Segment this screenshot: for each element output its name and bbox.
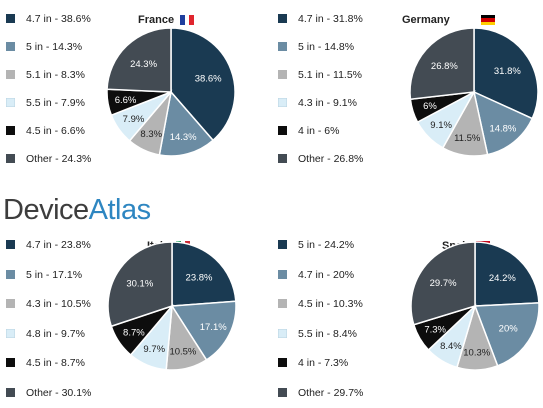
data-label: 29.7% xyxy=(430,278,457,289)
legend-label: 5.5 in - 8.4% xyxy=(298,327,357,340)
chart-panel-france: France 4.7 in - 38.6% 5 in - 14.3% 5.1 in -… xyxy=(0,0,272,195)
legend-label: 5.1 in - 8.3% xyxy=(26,69,85,81)
brand-logo-part-2: Atlas xyxy=(88,194,151,226)
chart-panel-spain: Spain5 in - 24.2%4.7 in - 20%4.5 in - 10… xyxy=(272,213,543,408)
pie-slice-5-in xyxy=(158,90,215,157)
pie-chart: 24.2% 20% 10.3%8.4% 7.3% 29.7% xyxy=(410,241,540,371)
data-label: 11.5% xyxy=(454,133,481,144)
pie-chart: 23.8% 17.1% 10.5% 9.7% 8.7% 30.1% xyxy=(107,241,237,371)
pie-chart: 31.8% 14.8% 11.5%9.1% 6% 26.8% xyxy=(409,27,539,157)
data-label: 31.8% xyxy=(494,66,521,77)
legend-swatch xyxy=(278,70,287,79)
legend-label: Other - 26.8% xyxy=(298,153,364,165)
legend-label: 4.8 in - 9.7% xyxy=(26,327,85,340)
legend-label: 5 in - 17.1% xyxy=(26,268,83,281)
pie-slice-other xyxy=(409,27,475,101)
legend-swatch xyxy=(278,126,287,135)
legend-swatch xyxy=(278,328,287,338)
legend-swatch xyxy=(6,328,15,338)
chart-title: Germany xyxy=(402,14,450,26)
legend-label: Other - 29.7% xyxy=(298,386,364,399)
data-label: 6.6% xyxy=(115,95,137,106)
data-label: 10.5% xyxy=(169,346,196,357)
legend-swatch xyxy=(6,299,15,308)
chart-panel-italy: Italy4.7 in - 23.8%5 in - 17.1%4.3 in - … xyxy=(0,213,272,408)
data-label: 6% xyxy=(423,101,437,112)
data-label: 23.8% xyxy=(186,272,213,283)
pie-slice-5-in xyxy=(472,90,534,156)
legend-label: Other - 24.3% xyxy=(26,153,92,165)
data-label: 14.3% xyxy=(170,132,197,143)
data-label: 17.1% xyxy=(200,322,227,333)
legend-swatch xyxy=(6,42,15,51)
legend-label: Other - 30.1% xyxy=(26,386,92,399)
data-label: 8.7% xyxy=(123,327,145,338)
legend-label: 4.7 in - 38.6% xyxy=(26,13,91,25)
pie-chart: 38.6% 14.3% 8.3% 7.9% 6.6% 24.3% xyxy=(106,27,236,157)
legend-swatch xyxy=(278,299,287,308)
data-label: 9.1% xyxy=(430,120,452,131)
legend-label: 4.3 in - 10.5% xyxy=(26,298,91,310)
data-label: 38.6% xyxy=(195,74,222,85)
data-label: 14.8% xyxy=(489,123,516,134)
legend-swatch xyxy=(6,154,15,163)
legend-swatch xyxy=(278,269,287,279)
brand-logo: DeviceAtlas xyxy=(3,193,151,227)
data-label: 9.7% xyxy=(143,344,165,355)
legend-swatch xyxy=(278,240,287,249)
pie-slice-5-in xyxy=(474,241,540,307)
chart-panel-germany: Germany 4.7 in - 31.8% 5 in - 14.8% 5.1 in … xyxy=(272,0,543,195)
legend-swatch xyxy=(6,240,15,249)
data-label: 8.4% xyxy=(440,341,462,352)
legend-label: 4 in - 7.3% xyxy=(298,357,349,369)
legend-swatch xyxy=(6,358,15,367)
flag-icon-france xyxy=(180,15,195,25)
data-label: 20% xyxy=(499,323,519,334)
legend-swatch xyxy=(6,269,15,279)
legend-label: 4 in - 6% xyxy=(298,125,340,137)
legend-label: 4.5 in - 10.3% xyxy=(298,298,363,310)
data-label: 24.3% xyxy=(130,59,157,70)
pie-slice-other xyxy=(107,241,173,328)
legend-label: 4.5 in - 6.6% xyxy=(26,125,85,137)
legend-swatch xyxy=(6,14,15,23)
legend-swatch xyxy=(278,98,287,107)
legend-label: 5 in - 24.2% xyxy=(298,239,355,251)
legend-swatch xyxy=(6,387,15,397)
legend-swatch xyxy=(6,126,15,135)
data-label: 26.8% xyxy=(431,61,458,72)
legend-label: 5.5 in - 7.9% xyxy=(26,97,85,109)
data-label: 8.3% xyxy=(140,129,162,140)
data-label: 7.3% xyxy=(424,325,446,336)
pie-slice-other xyxy=(106,27,172,93)
legend-swatch xyxy=(278,154,287,163)
pie-slice-4-7-in xyxy=(473,27,539,120)
data-label: 10.3% xyxy=(463,348,490,359)
data-label: 7.9% xyxy=(123,114,145,125)
legend-swatch xyxy=(278,42,287,51)
legend-label: 4.7 in - 23.8% xyxy=(26,239,91,251)
legend-swatch xyxy=(6,70,15,79)
legend-label: 4.7 in - 20% xyxy=(298,268,355,281)
data-label: 24.2% xyxy=(489,273,516,284)
pie-slice-4-7-in xyxy=(171,241,237,307)
brand-logo-part-1: Device xyxy=(3,194,89,226)
legend-swatch xyxy=(278,14,287,23)
pie-slice-4-7-in xyxy=(473,302,540,367)
pie-slice-other xyxy=(410,241,476,326)
flag-icon-germany xyxy=(481,15,495,25)
chart-title: France xyxy=(138,14,175,26)
legend-label: 4.5 in - 8.7% xyxy=(26,357,85,369)
legend-swatch xyxy=(6,98,15,107)
legend-swatch xyxy=(278,387,287,397)
pie-slice-4-7-in xyxy=(170,27,236,142)
legend-label: 5 in - 14.8% xyxy=(298,41,355,53)
legend-label: 4.7 in - 31.8% xyxy=(298,13,363,25)
data-label: 30.1% xyxy=(126,278,153,289)
legend-label: 5 in - 14.3% xyxy=(26,41,83,53)
pie-slice-5-in xyxy=(170,300,237,361)
legend-label: 4.3 in - 9.1% xyxy=(298,97,357,109)
legend-label: 5.1 in - 11.5% xyxy=(298,69,363,81)
legend-swatch xyxy=(278,358,287,367)
